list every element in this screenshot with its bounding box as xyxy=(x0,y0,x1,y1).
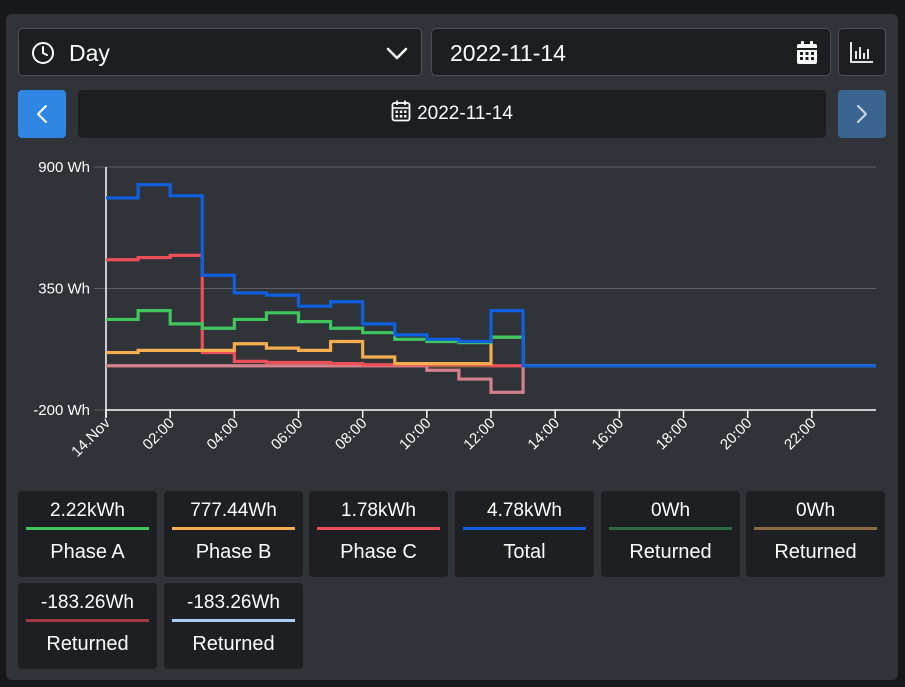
tile-phase-c: 1.78kWh Phase C xyxy=(309,491,448,577)
tile-label: Total xyxy=(503,541,546,563)
tile-color-bar xyxy=(26,619,149,622)
previous-day-button[interactable] xyxy=(18,90,66,138)
tile-phase-a: 2.22kWh Phase A xyxy=(18,491,157,577)
tile-label: Returned xyxy=(629,541,712,563)
tile-value: 777.44Wh xyxy=(190,500,277,521)
y-tick-label: 900 Wh xyxy=(38,159,90,176)
range-select-value: Day xyxy=(69,40,110,66)
calendar-icon xyxy=(391,100,411,128)
tile-label: Phase C xyxy=(340,541,417,563)
range-select[interactable]: Day xyxy=(18,28,422,76)
x-tick-label: 12:00 xyxy=(460,415,499,454)
tile-color-bar xyxy=(463,527,586,530)
tile-color-bar xyxy=(754,527,877,530)
tile-returned-total: -183.26Wh Returned xyxy=(164,583,303,669)
tile-color-bar xyxy=(317,527,440,530)
tile-value: 1.78kWh xyxy=(341,500,416,521)
x-tick-label: 14.Nov xyxy=(68,414,114,460)
x-tick-label: 22:00 xyxy=(781,415,820,454)
x-tick-label: 10:00 xyxy=(396,415,435,454)
tile-label: Returned xyxy=(192,633,275,655)
tile-returned-a: 0Wh Returned xyxy=(601,491,740,577)
x-tick-label: 20:00 xyxy=(717,415,756,454)
tile-returned-c: -183.26Wh Returned xyxy=(18,583,157,669)
tile-color-bar xyxy=(26,527,149,530)
tile-label: Phase A xyxy=(50,541,125,563)
x-tick-label: 04:00 xyxy=(204,415,243,454)
current-date-display: 2022-11-14 xyxy=(78,90,826,138)
date-input-value: 2022-11-14 xyxy=(450,40,566,66)
date-input[interactable]: 2022-11-14 xyxy=(431,28,831,76)
y-tick-label: 350 Wh xyxy=(38,281,90,298)
x-tick-label: 02:00 xyxy=(139,415,178,454)
chevron-down-icon xyxy=(385,43,409,68)
tile-value: 2.22kWh xyxy=(50,500,125,521)
tile-value: -183.26Wh xyxy=(41,592,134,613)
series-line-total xyxy=(106,183,876,368)
series-line-returned_c xyxy=(106,364,876,394)
tile-value: 4.78kWh xyxy=(487,500,562,521)
y-tick-label: -200 Wh xyxy=(33,402,90,419)
calendar-icon[interactable] xyxy=(796,41,818,70)
clock-icon xyxy=(31,41,55,70)
next-day-button[interactable] xyxy=(838,90,886,138)
tile-value: 0Wh xyxy=(795,500,836,521)
tile-color-bar xyxy=(172,619,295,622)
tile-returned-b: 0Wh Returned xyxy=(746,491,885,577)
tile-value: -183.26Wh xyxy=(187,592,280,613)
tile-label: Phase B xyxy=(195,541,272,563)
x-tick-label: 06:00 xyxy=(268,415,307,454)
tile-color-bar xyxy=(172,527,295,530)
x-tick-label: 14:00 xyxy=(524,415,563,454)
chart-type-button[interactable] xyxy=(838,28,886,76)
x-tick-label: 18:00 xyxy=(653,415,692,454)
tile-label: Returned xyxy=(774,541,857,563)
x-tick-label: 08:00 xyxy=(332,415,371,454)
x-tick-label: 16:00 xyxy=(589,415,628,454)
tile-color-bar xyxy=(609,527,732,530)
tile-phase-b: 777.44Wh Phase B xyxy=(164,491,303,577)
tile-value: 0Wh xyxy=(650,500,691,521)
tile-label: Returned xyxy=(46,633,129,655)
tile-total: 4.78kWh Total xyxy=(455,491,594,577)
date-label: 2022-11-14 xyxy=(417,103,513,124)
